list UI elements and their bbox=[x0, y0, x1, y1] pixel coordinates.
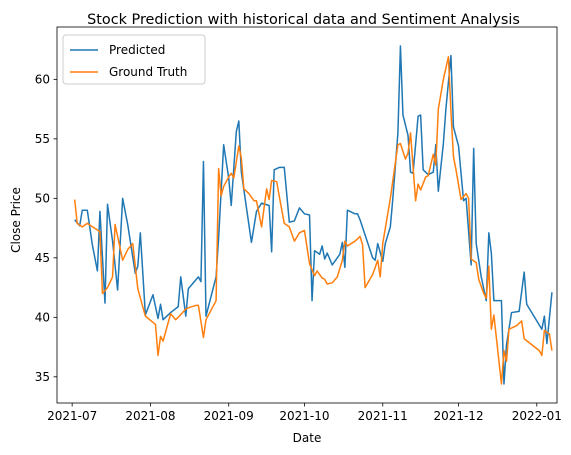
x-tick-label: 2021-08 bbox=[125, 409, 175, 423]
series-line-predicted bbox=[74, 45, 553, 385]
x-tick-label: 2021-09 bbox=[204, 409, 254, 423]
legend-label-ground-truth: Ground Truth bbox=[109, 65, 187, 79]
x-tick-label: 2021-11 bbox=[358, 409, 408, 423]
series-line-ground-truth bbox=[73, 56, 553, 385]
y-tick-label: 60 bbox=[35, 73, 50, 87]
x-tick-label: 2021-10 bbox=[279, 409, 329, 423]
x-tick-label: 2021-12 bbox=[433, 409, 483, 423]
x-tick-label: 2021-07 bbox=[47, 409, 97, 423]
y-tick-label: 35 bbox=[35, 370, 50, 384]
x-tick-label: 2022-01 bbox=[512, 409, 562, 423]
legend: Predicted Ground Truth bbox=[62, 34, 206, 85]
legend-box bbox=[62, 34, 206, 85]
plot-area-frame bbox=[56, 26, 558, 404]
chart-title: Stock Prediction with historical data an… bbox=[87, 12, 520, 28]
y-axis-title: Close Price bbox=[9, 187, 23, 253]
x-axis-title: Date bbox=[293, 431, 322, 445]
y-tick-label: 45 bbox=[35, 251, 50, 265]
y-axis-ticks: 35 40 45 50 55 60 bbox=[35, 73, 57, 384]
y-tick-label: 50 bbox=[35, 192, 50, 206]
x-axis-ticks: 2021-07 2021-08 2021-09 2021-10 2021-11 2021-… bbox=[47, 403, 562, 423]
legend-label-predicted: Predicted bbox=[109, 43, 165, 57]
y-tick-label: 40 bbox=[35, 311, 50, 325]
y-tick-label: 55 bbox=[35, 132, 50, 146]
series-lines bbox=[73, 45, 553, 385]
